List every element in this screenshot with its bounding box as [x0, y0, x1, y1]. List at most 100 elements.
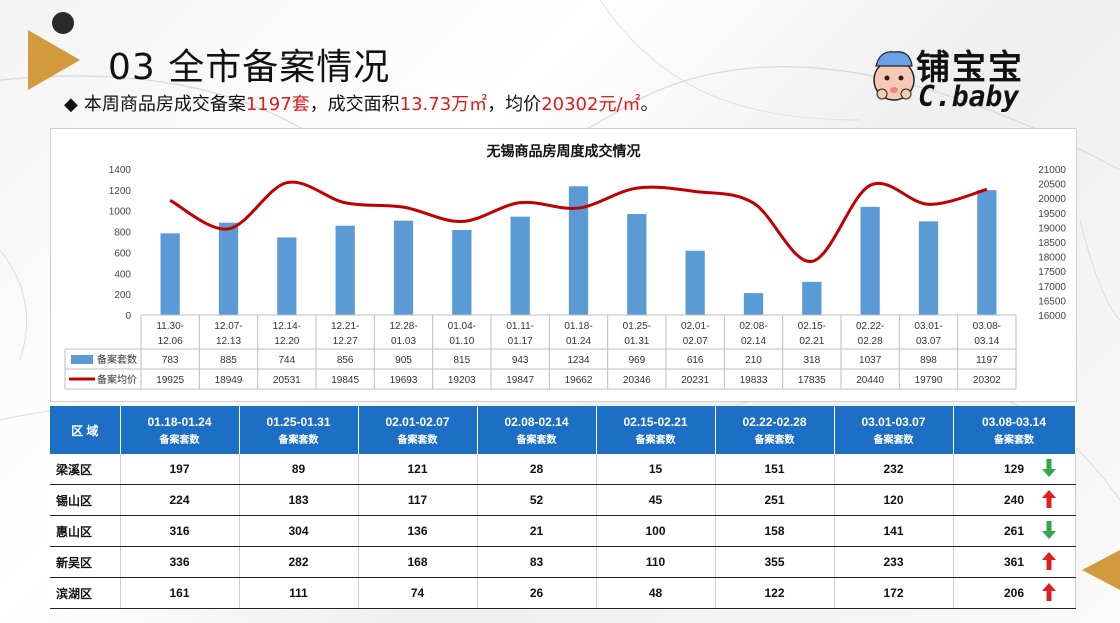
- table-row: 锡山区 224 183 117 52 45 251 120 240: [50, 484, 1076, 516]
- bar: [393, 220, 414, 315]
- bar-data-label: 905: [395, 355, 412, 366]
- x-tick-label: 12.06: [158, 336, 183, 347]
- period-sublabel: 备案套数: [397, 434, 438, 446]
- period-sublabel: 备案套数: [516, 434, 557, 446]
- region-name-cell: 滨湖区: [50, 577, 121, 609]
- x-tick-label: 01.25-: [623, 321, 651, 332]
- arrow-up-icon: [1041, 490, 1056, 508]
- summary-area: 13.73万㎡: [399, 94, 488, 115]
- y-left-tick-label: 400: [114, 269, 131, 280]
- x-tick-label: 01.17: [508, 336, 533, 347]
- value-cell: 172: [834, 577, 954, 609]
- x-tick-label: 01.03: [391, 336, 416, 347]
- x-tick-label: 03.14: [974, 336, 999, 347]
- line-data-label: 19203: [448, 375, 476, 386]
- y-right-tick-label: 18500: [1038, 238, 1066, 249]
- line-data-label: 19925: [156, 375, 184, 386]
- value-cell: 121: [358, 454, 478, 485]
- x-tick-label: 01.10: [449, 336, 474, 347]
- table-row: 滨湖区 161 111 74 26 48 122 172 206: [50, 577, 1076, 609]
- bar: [918, 221, 939, 315]
- line-data-label: 19662: [565, 375, 593, 386]
- period-label: 02.08-02.14: [504, 414, 569, 429]
- value-cell: 158: [715, 515, 835, 547]
- value-cell: 224: [120, 484, 240, 516]
- bar: [802, 281, 822, 315]
- value-cell: 232: [834, 454, 954, 485]
- legend-bar-swatch: [71, 355, 93, 364]
- value-cell: 261: [953, 515, 1076, 547]
- line-data-label: 20440: [856, 375, 884, 386]
- value-cell: 122: [715, 577, 835, 609]
- value-cell: 316: [120, 515, 240, 547]
- summary-suffix: 。: [640, 94, 659, 115]
- legend-line-label: 备案均价: [97, 373, 137, 386]
- summary-price: 20302元/㎡: [541, 94, 641, 115]
- value-cell: 83: [477, 546, 597, 578]
- value-cell: 100: [596, 515, 716, 547]
- region-header-cell: 区 域: [50, 406, 121, 454]
- value-cell: 28: [477, 454, 597, 485]
- value-cell: 48: [596, 577, 716, 609]
- value-cell: 361: [953, 546, 1076, 578]
- bar-data-label: 856: [337, 355, 354, 366]
- bar: [685, 250, 705, 315]
- summary-line: ◆ 本周商品房成交备案1197套，成交面积13.73万㎡，均价20302元/㎡。: [64, 90, 659, 116]
- line-data-label: 20231: [681, 375, 709, 386]
- x-tick-label: 02.22-: [856, 321, 884, 332]
- arrow-down-icon: [1041, 521, 1056, 539]
- period-sublabel: 备案套数: [994, 434, 1034, 446]
- y-right-tick-label: 16500: [1038, 296, 1066, 307]
- bar-data-label: 943: [512, 355, 529, 366]
- y-left-tick-label: 1200: [109, 186, 132, 197]
- line-data-label: 19833: [740, 375, 768, 386]
- period-header-cell: 03.08-03.14 备案套数: [953, 406, 1076, 454]
- x-tick-label: 02.08-: [739, 321, 767, 332]
- chart-title: 无锡商品房周度成交情况: [486, 144, 641, 160]
- bar-data-label: 210: [745, 355, 762, 366]
- value-cell: 183: [239, 484, 359, 516]
- value-cell: 15: [596, 454, 716, 485]
- x-tick-label: 12.07-: [214, 321, 242, 332]
- line-data-label: 18949: [215, 375, 243, 386]
- line-data-label: 20346: [623, 375, 651, 386]
- value-cell: 251: [715, 484, 835, 516]
- period-sublabel: 备案套数: [278, 434, 319, 446]
- y-right-tick-label: 17000: [1038, 282, 1066, 293]
- value-cell: 136: [358, 515, 478, 547]
- x-tick-label: 12.28-: [389, 321, 417, 332]
- price-line: [169, 180, 988, 263]
- x-tick-label: 01.24: [566, 336, 591, 347]
- x-tick-label: 01.11-: [506, 321, 534, 332]
- x-tick-label: 01.18-: [564, 321, 592, 332]
- arrow-up-icon: [1041, 552, 1056, 570]
- period-header-cell: 02.22-02.28 备案套数: [715, 406, 835, 454]
- y-left-tick-label: 200: [114, 290, 131, 301]
- value-cell: 52: [477, 484, 597, 516]
- value-cell: 120: [834, 484, 954, 516]
- x-tick-label: 02.14: [741, 336, 766, 347]
- x-tick-label: 01.31: [624, 336, 649, 347]
- period-header-cell: 02.01-02.07 备案套数: [358, 406, 478, 454]
- x-tick-label: 12.21-: [331, 321, 359, 332]
- x-tick-label: 12.14-: [273, 321, 301, 332]
- y-right-tick-label: 17500: [1038, 267, 1066, 278]
- x-tick-label: 12.13: [216, 336, 241, 347]
- period-sublabel: 备案套数: [159, 434, 200, 446]
- value-cell: 129: [953, 454, 1076, 485]
- x-tick-label: 02.07: [683, 336, 708, 347]
- period-header-cell: 03.01-03.07 备案套数: [834, 406, 954, 454]
- period-header-cell: 02.08-02.14 备案套数: [477, 406, 597, 454]
- period-header-cell: 02.15-02.21 备案套数: [596, 406, 716, 454]
- y-right-tick-label: 19500: [1038, 209, 1066, 220]
- bar: [218, 222, 239, 315]
- x-tick-label: 03.08-: [973, 321, 1001, 332]
- y-left-tick-label: 1400: [109, 165, 132, 176]
- brand-logo: 铺宝宝 C.baby: [870, 40, 1080, 118]
- table-row: 新吴区 336 282 168 83 110 355 233 361: [50, 546, 1076, 578]
- bar: [977, 190, 997, 315]
- bar-data-label: 885: [220, 355, 237, 366]
- summary-prefix: 本周商品房成交备案: [83, 94, 246, 115]
- line-data-label: 19847: [506, 375, 534, 386]
- x-tick-label: 02.21: [799, 336, 824, 347]
